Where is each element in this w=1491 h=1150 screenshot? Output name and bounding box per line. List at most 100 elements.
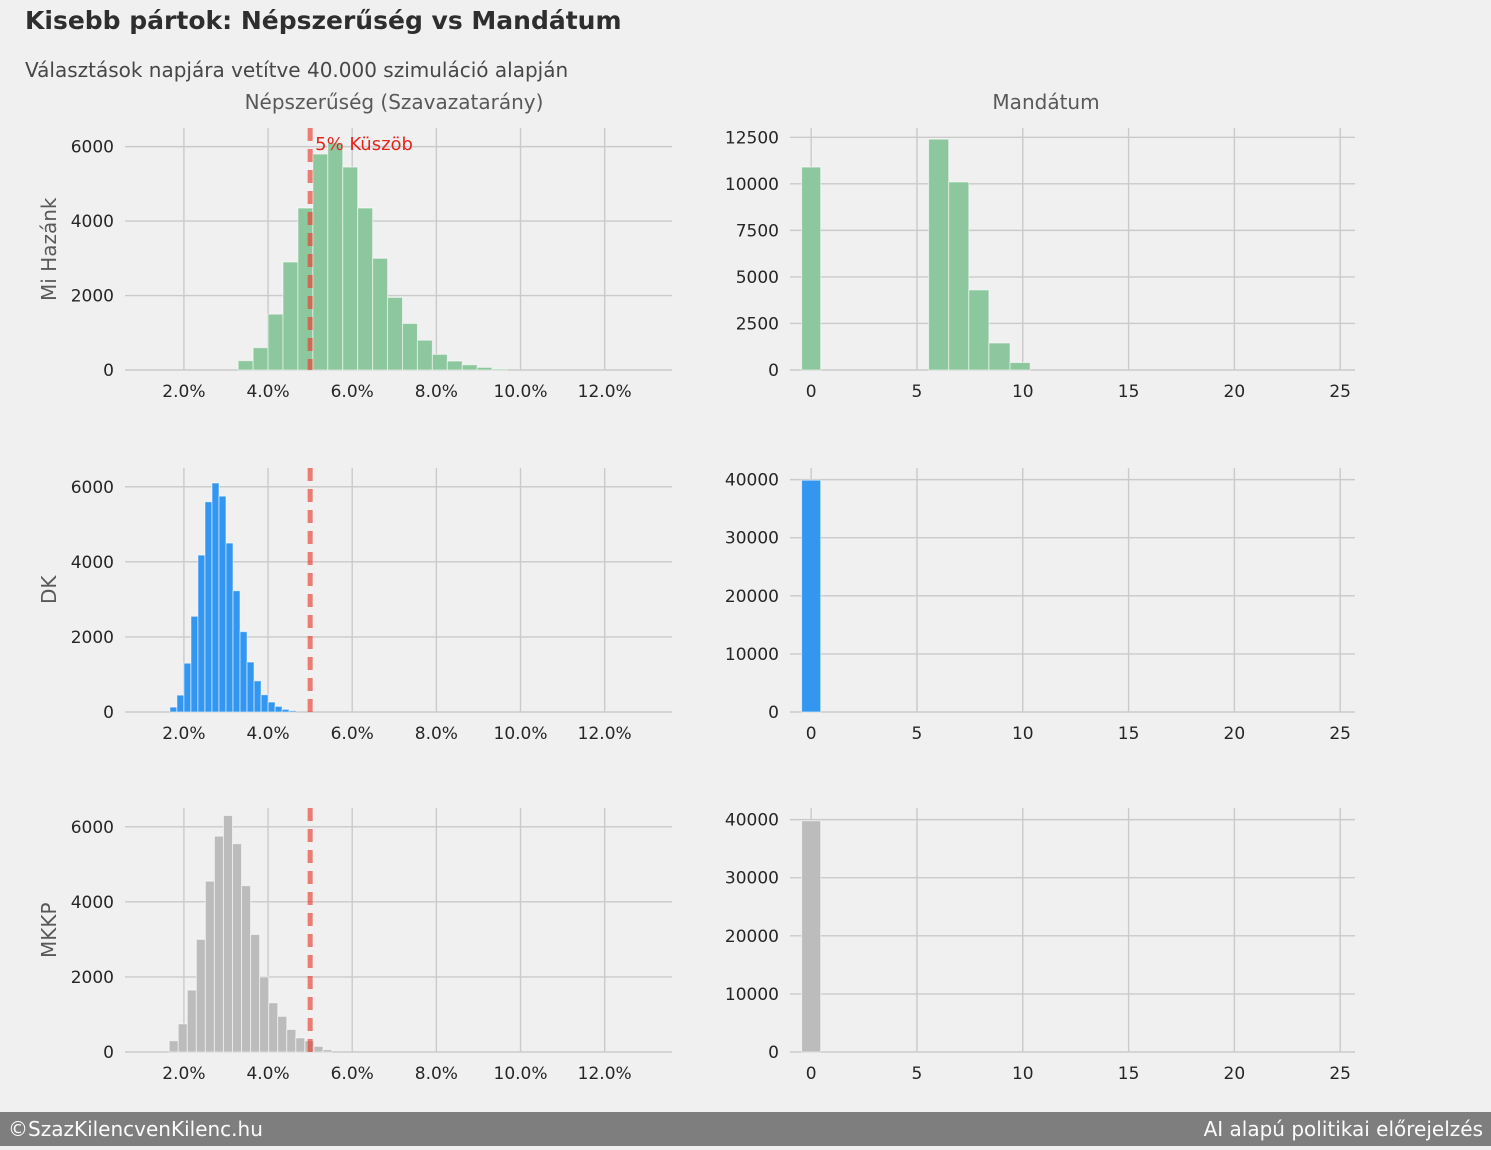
histogram-bar: [239, 631, 248, 713]
histogram-bar: [267, 701, 276, 713]
x-tick-label: 15: [1118, 382, 1140, 402]
x-tick-label: 12.0%: [578, 1064, 632, 1084]
x-tick-label: 10.0%: [494, 382, 548, 402]
histogram-bar: [286, 1028, 297, 1053]
histogram-bar: [232, 843, 243, 1053]
x-tick-label: 25: [1329, 382, 1351, 402]
x-tick-label: 4.0%: [246, 724, 289, 744]
x-tick-label: 4.0%: [246, 382, 289, 402]
y-tick-label: 7500: [736, 221, 779, 241]
histogram-bar: [928, 138, 950, 371]
x-tick-label: 5: [912, 1064, 923, 1084]
y-tick-label: 6000: [71, 478, 114, 498]
histogram-bar: [357, 207, 374, 371]
histogram-bar: [241, 885, 252, 1053]
histogram-bar: [312, 153, 329, 371]
chart-dk-popularity: 2.0% 4.0% 6.0% 8.0% 10.0% 12.0% 0 2000 4000 6000: [71, 468, 672, 744]
histogram-bar: [281, 708, 290, 713]
histogram-bar: [237, 360, 254, 371]
chart-mi-hazank-mandates: 0 5 10 15 20 25 0 2500 5000 7500 10000 12500: [725, 128, 1355, 402]
histogram-bar: [322, 1049, 333, 1053]
chart-mkkp-popularity: 2.0% 4.0% 6.0% 8.0% 10.0% 12.0% 0 2000 4000 6000: [71, 808, 672, 1084]
histogram-bar: [260, 694, 269, 713]
x-tick-label: 0: [806, 724, 817, 744]
y-tick-label: 6000: [71, 138, 114, 158]
y-tick-label: 2000: [71, 968, 114, 988]
histogram-bar: [169, 706, 178, 713]
y-tick-label: 4000: [71, 553, 114, 573]
y-tick-label: 4000: [71, 212, 114, 232]
y-tick-label: 20000: [725, 587, 779, 607]
footer-bar: ©SzazKilencvenKilenc.hu AI alapú politik…: [0, 1112, 1491, 1146]
x-tick-label: 8.0%: [415, 1064, 458, 1084]
x-tick-label: 0: [806, 382, 817, 402]
x-tick-label: 10: [1012, 382, 1034, 402]
x-tick-label: 15: [1118, 1064, 1140, 1084]
x-tick-label: 15: [1118, 724, 1140, 744]
histogram-bar: [204, 501, 213, 713]
histogram-bar: [190, 615, 199, 713]
y-tick-label: 12500: [725, 128, 779, 148]
histogram-bar: [253, 680, 262, 713]
histogram-bar: [988, 342, 1011, 371]
column-title-mandates: Mandátum: [992, 90, 1100, 114]
threshold-label: 5% Küszöb: [315, 134, 413, 155]
histogram-bar: [801, 820, 822, 1053]
x-tick-label: 10.0%: [494, 1064, 548, 1084]
x-tick-label: 25: [1329, 1064, 1351, 1084]
histogram-bar: [204, 880, 215, 1053]
histogram-bar: [277, 1015, 288, 1053]
page-title: Kisebb pártok: Népszerűség vs Mandátum: [25, 6, 622, 35]
histogram-bar: [183, 662, 192, 713]
histogram-bar: [968, 289, 990, 371]
y-tick-label: 0: [103, 1043, 114, 1063]
histogram-bar: [195, 938, 206, 1053]
histogram-bar: [274, 705, 283, 713]
x-tick-label: 25: [1329, 724, 1351, 744]
x-tick-label: 4.0%: [246, 1064, 289, 1084]
page-subtitle: Választások napjára vetítve 40.000 szimu…: [25, 58, 569, 82]
histogram-bar: [431, 353, 448, 371]
histogram-bar: [327, 142, 344, 371]
histogram-bar: [225, 542, 234, 713]
histogram-bar: [267, 313, 284, 371]
x-tick-label: 10: [1012, 1064, 1034, 1084]
x-tick-label: 6.0%: [331, 1064, 374, 1084]
x-tick-label: 10.0%: [494, 724, 548, 744]
x-tick-label: 2.0%: [162, 382, 205, 402]
x-tick-label: 8.0%: [415, 382, 458, 402]
histogram-bar: [250, 934, 261, 1053]
y-tick-label: 30000: [725, 869, 779, 889]
histogram-bar: [268, 1002, 279, 1053]
histogram-bar: [1009, 362, 1031, 371]
histogram-bar: [461, 364, 478, 371]
y-tick-label: 10000: [725, 645, 779, 665]
x-tick-label: 12.0%: [578, 724, 632, 744]
y-tick-label: 40000: [725, 471, 779, 491]
x-tick-label: 8.0%: [415, 724, 458, 744]
x-tick-label: 5: [912, 724, 923, 744]
histogram-bar: [168, 1040, 179, 1053]
histogram-bar: [416, 339, 433, 371]
histogram-bar: [313, 1045, 324, 1053]
y-tick-label: 0: [768, 703, 779, 723]
histogram-bar: [222, 815, 234, 1053]
histogram-bar: [282, 261, 299, 371]
histogram-bar: [232, 590, 241, 713]
chart-dk-mandates: 0 5 10 15 20 25 0 10000 20000 30000 40000: [725, 468, 1355, 744]
histogram-bar: [342, 166, 359, 371]
y-tick-label: 2500: [736, 314, 779, 334]
x-tick-label: 20: [1224, 724, 1246, 744]
histogram-bar: [246, 661, 255, 713]
column-title-popularity: Népszerűség (Szavazatarány): [244, 90, 544, 114]
histogram-bar: [401, 322, 418, 371]
histogram-bar: [948, 181, 970, 371]
x-tick-label: 12.0%: [578, 382, 632, 402]
histogram-bar: [372, 257, 389, 371]
y-tick-label: 6000: [71, 818, 114, 838]
chart-mkkp-mandates: 0 5 10 15 20 25 0 10000 20000 30000 40000: [725, 808, 1355, 1084]
histogram-bar: [476, 366, 493, 371]
histogram-bar: [295, 1037, 306, 1053]
x-tick-label: 20: [1224, 382, 1246, 402]
